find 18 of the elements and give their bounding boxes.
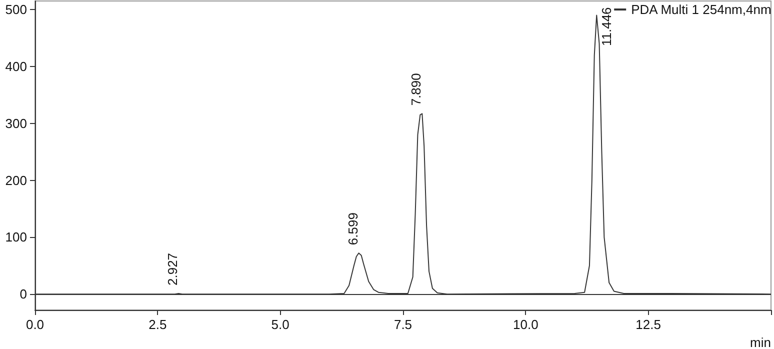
y-tick-label: 0 [20, 286, 27, 302]
x-tick-label: 10.0 [513, 317, 538, 332]
x-tick-label: 12.5 [636, 317, 661, 332]
y-tick-label: 500 [5, 2, 27, 18]
y-tick-label: 100 [5, 230, 27, 245]
legend-label: PDA Multi 1 254nm,4nm [631, 2, 772, 17]
y-tick-label: 200 [5, 172, 27, 188]
annotation: 2.927 [165, 252, 180, 286]
annotation: 7.890 [408, 73, 424, 106]
x-axis-title: min [750, 335, 771, 349]
x-tick-label: 0.0 [26, 317, 44, 332]
y-tick-label: 300 [5, 116, 27, 131]
y-tick-label: 400 [5, 58, 27, 74]
x-tick-label: 2.5 [148, 317, 167, 332]
annotation: 11.446 [599, 7, 614, 46]
x-tick-label: 5.0 [271, 317, 290, 332]
x-tick-label: 7.5 [394, 317, 412, 332]
annotation: 6.599 [345, 212, 360, 246]
